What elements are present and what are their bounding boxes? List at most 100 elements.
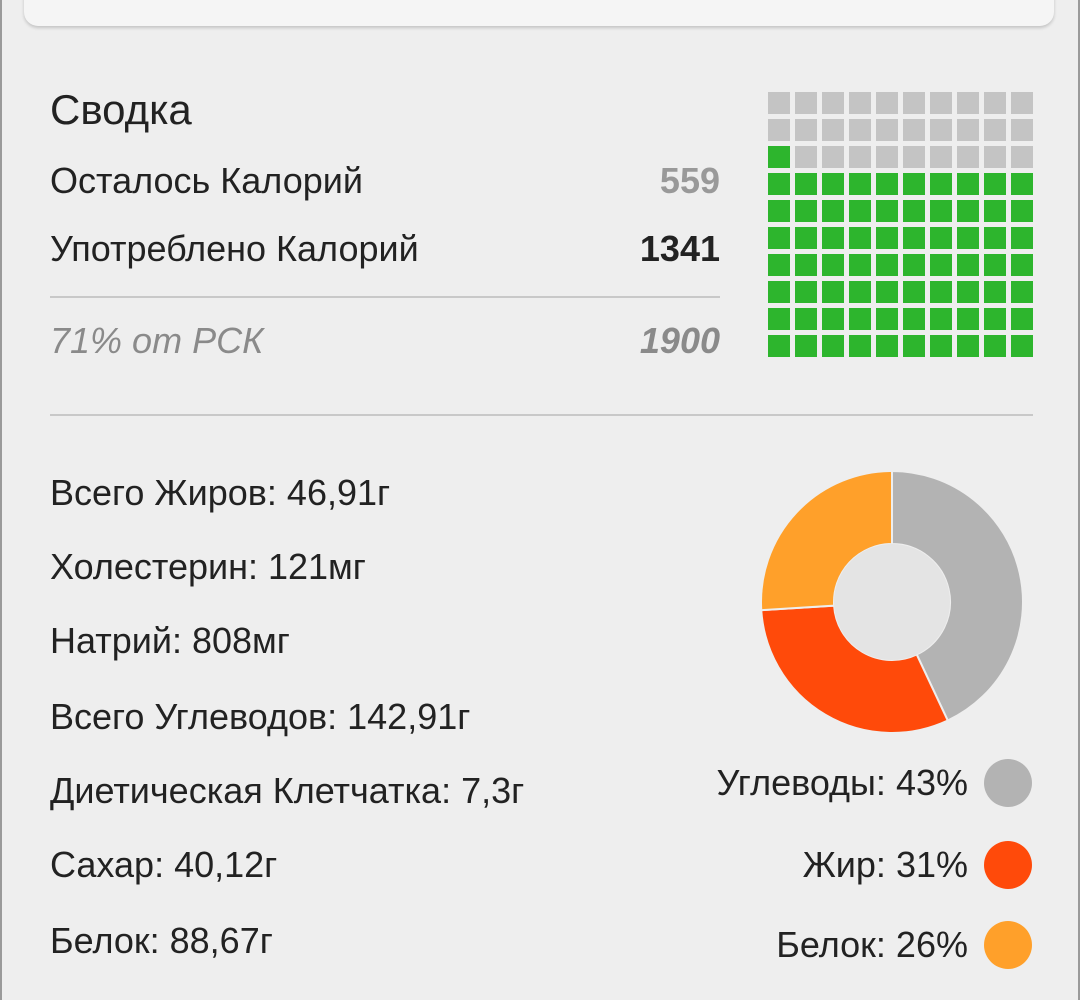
waffle-cell-empty <box>849 119 871 141</box>
rdi-value: 1900 <box>639 320 720 361</box>
legend-item-protein: Белок: 26% <box>776 920 1032 970</box>
waffle-cell-empty <box>822 92 844 114</box>
legend-swatch-carbs <box>984 759 1032 807</box>
macros-donut-chart <box>760 469 1024 734</box>
nutrient-total-fat: Всего Жиров: 46,91г <box>50 472 391 513</box>
waffle-cell-empty <box>795 146 817 168</box>
waffle-cell-filled <box>903 200 925 222</box>
waffle-cell-filled <box>822 335 844 357</box>
waffle-cell-filled <box>903 335 925 357</box>
waffle-cell-filled <box>849 308 871 330</box>
waffle-cell-filled <box>957 200 979 222</box>
legend-label-fat: Жир: 31% <box>802 844 968 885</box>
waffle-cell-empty <box>984 119 1006 141</box>
summary-title: Сводка <box>50 86 192 133</box>
waffle-cell-filled <box>822 281 844 303</box>
legend-label-protein: Белок: 26% <box>776 924 968 965</box>
waffle-cell-filled <box>957 308 979 330</box>
waffle-cell-filled <box>930 335 952 357</box>
waffle-cell-filled <box>984 308 1006 330</box>
remaining-calories-value: 559 <box>659 160 720 201</box>
waffle-cell-filled <box>795 308 817 330</box>
waffle-cell-empty <box>984 146 1006 168</box>
waffle-cell-filled <box>903 281 925 303</box>
waffle-cell-empty <box>1011 119 1033 141</box>
waffle-cell-empty <box>768 92 790 114</box>
screen-edge-right <box>1078 0 1080 1000</box>
waffle-cell-filled <box>876 254 898 276</box>
waffle-cell-empty <box>795 92 817 114</box>
remaining-calories-label: Осталось Калорий <box>50 160 363 201</box>
waffle-cell-empty <box>957 92 979 114</box>
waffle-cell-empty <box>822 119 844 141</box>
previous-card <box>24 0 1054 26</box>
waffle-cell-empty <box>957 119 979 141</box>
legend-item-carbs: Углеводы: 43% <box>716 758 1032 808</box>
waffle-cell-filled <box>822 227 844 249</box>
waffle-cell-filled <box>1011 200 1033 222</box>
waffle-cell-filled <box>957 173 979 195</box>
waffle-cell-filled <box>849 281 871 303</box>
waffle-cell-empty <box>768 119 790 141</box>
waffle-cell-filled <box>768 335 790 357</box>
waffle-cell-filled <box>1011 281 1033 303</box>
waffle-cell-empty <box>822 146 844 168</box>
waffle-cell-filled <box>1011 173 1033 195</box>
calorie-waffle-chart <box>768 92 1033 357</box>
waffle-cell-filled <box>768 254 790 276</box>
waffle-cell-filled <box>795 227 817 249</box>
waffle-cell-filled <box>876 227 898 249</box>
waffle-cell-filled <box>876 200 898 222</box>
summary-divider <box>50 296 720 298</box>
waffle-cell-filled <box>957 335 979 357</box>
waffle-cell-filled <box>876 335 898 357</box>
waffle-cell-filled <box>930 200 952 222</box>
waffle-cell-filled <box>822 173 844 195</box>
waffle-cell-filled <box>903 227 925 249</box>
legend-swatch-fat <box>984 841 1032 889</box>
waffle-cell-empty <box>903 92 925 114</box>
waffle-cell-filled <box>984 227 1006 249</box>
waffle-cell-filled <box>1011 308 1033 330</box>
waffle-cell-filled <box>984 200 1006 222</box>
waffle-cell-filled <box>822 308 844 330</box>
legend-swatch-protein <box>984 921 1032 969</box>
waffle-cell-filled <box>984 335 1006 357</box>
waffle-cell-empty <box>876 119 898 141</box>
consumed-calories-label: Употреблено Калорий <box>50 228 419 269</box>
consumed-calories-value: 1341 <box>639 228 720 269</box>
nutrient-total-carbs: Всего Углеводов: 142,91г <box>50 696 471 737</box>
legend-item-fat: Жир: 31% <box>803 840 1032 890</box>
waffle-cell-filled <box>822 254 844 276</box>
macros-donut-svg <box>760 469 1024 734</box>
rdi-percent-label: 71% от РСК <box>50 320 264 361</box>
waffle-cell-empty <box>849 146 871 168</box>
waffle-cell-filled <box>795 254 817 276</box>
waffle-cell-filled <box>768 308 790 330</box>
nutrient-dietary-fiber: Диетическая Клетчатка: 7,3г <box>50 770 525 811</box>
waffle-cell-empty <box>930 92 952 114</box>
waffle-cell-filled <box>1011 335 1033 357</box>
waffle-cell-filled <box>957 281 979 303</box>
waffle-cell-filled <box>849 173 871 195</box>
waffle-cell-empty <box>795 119 817 141</box>
waffle-cell-filled <box>849 335 871 357</box>
waffle-cell-empty <box>876 146 898 168</box>
waffle-cell-filled <box>903 308 925 330</box>
waffle-cell-filled <box>876 281 898 303</box>
waffle-cell-filled <box>849 200 871 222</box>
waffle-cell-empty <box>930 119 952 141</box>
nutrient-sugar: Сахар: 40,12г <box>50 844 278 885</box>
waffle-cell-filled <box>930 173 952 195</box>
waffle-cell-empty <box>903 119 925 141</box>
waffle-cell-empty <box>1011 146 1033 168</box>
waffle-cell-filled <box>876 173 898 195</box>
waffle-cell-filled <box>768 146 790 168</box>
waffle-cell-empty <box>984 92 1006 114</box>
waffle-cell-filled <box>795 335 817 357</box>
waffle-cell-filled <box>795 173 817 195</box>
waffle-cell-filled <box>876 308 898 330</box>
waffle-cell-filled <box>1011 227 1033 249</box>
waffle-cell-filled <box>930 227 952 249</box>
waffle-cell-filled <box>957 227 979 249</box>
